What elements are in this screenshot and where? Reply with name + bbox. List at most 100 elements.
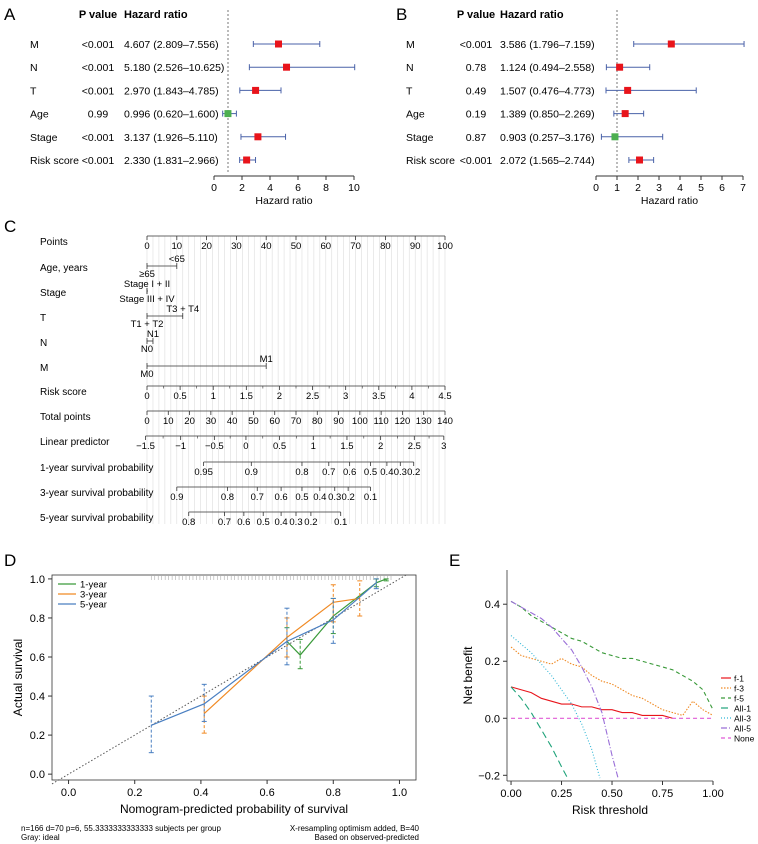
scale-tick-label: 0.8 [182,517,195,528]
x-tick-label: 6 [719,182,725,194]
scale-tick-label: 0.7 [218,517,231,528]
forest-plot-a: P value Hazard ratio M <0.001 4.607 (2.809–7… [30,9,360,207]
nomogram-row-label: Points [40,237,68,248]
nomogram-row-label: 3-year survival probability [40,488,153,499]
y-tick-label: 1.0 [30,574,45,586]
forest-plot-b: P value Hazard ratio M <0.001 3.586 (1.796–7… [406,9,746,207]
nomogram-row-label: N [40,338,47,349]
y-tick-label: 0.2 [30,730,45,742]
row-p-value: 0.49 [466,85,487,97]
scale-tick-label: 1.5 [240,391,253,402]
row-p-value: <0.001 [82,39,115,51]
scale-tick-label: 0.3 [289,517,302,528]
footer-text: Based on observed-predicted [314,833,419,842]
category-label-below: M0 [140,369,153,380]
panel-letter-b: B [396,5,407,24]
scale-tick-label: 0.8 [295,467,308,478]
scale-tick-label: 130 [416,416,432,427]
scale-tick-label: 50 [291,241,302,252]
scale-tick-label: 1 [211,391,216,402]
y-tick-label: 0.4 [30,691,45,703]
scale-tick-label: 0.95 [194,467,213,478]
scale-tick-label: 0.1 [334,517,347,528]
category-label-above: <65 [169,254,185,265]
scale-tick-label: 2.5 [306,391,319,402]
scale-tick-label: −1 [175,441,186,452]
scale-tick-label: 3.5 [372,391,385,402]
scale-tick-label: 1.5 [340,441,353,452]
x-tick-label: 0 [211,182,217,194]
x-axis-label: Nomogram-predicted probability of surviv… [120,802,348,816]
category-label-above: T3 + T4 [166,304,199,315]
row-label: Risk score [406,155,455,167]
scale-tick-label: 0.2 [407,467,420,478]
scale-tick-label: 80 [312,416,323,427]
scale-tick-label: 10 [172,241,183,252]
scale-tick-label: 0.4 [313,492,326,503]
x-tick-label: 10 [348,182,360,194]
scale-tick-label: 0.2 [304,517,317,528]
legend-label: None [734,734,755,744]
x-tick-label: 0.6 [259,787,274,799]
scale-tick-label: 4.5 [438,391,451,402]
scale-tick-label: 0.1 [364,492,377,503]
y-tick-label: 0.0 [485,713,500,725]
category-label-above: M1 [260,354,273,365]
legend-label: All-1 [734,704,751,714]
scale-tick-label: 1 [311,441,316,452]
scale-tick-label: 0.5 [257,517,270,528]
category-label-below: T1 + T2 [131,319,164,330]
scale-tick-label: 0.5 [295,492,308,503]
y-tick-label: 0.4 [485,599,500,611]
x-tick-label: 8 [323,182,329,194]
nomogram-row-label: Total points [40,412,91,423]
row-hazard-ratio: 2.072 (1.565–2.744) [500,155,595,167]
row-p-value: <0.001 [82,132,115,144]
scale-tick-label: 0.3 [328,492,341,503]
scale-tick-label: 0.9 [245,467,258,478]
nomogram-row-label: 1-year survival probability [40,463,153,474]
row-hazard-ratio: 2.970 (1.843–4.785) [124,85,219,97]
scale-tick-label: 2 [277,391,282,402]
y-axis-label: Net benefit [461,646,475,705]
calibration-plot: 0.0 0.2 0.4 0.6 0.8 1.0 0.0 0.2 0.4 0.6 0.8 1.0 Nomo… [11,574,420,842]
row-hazard-ratio: 3.137 (1.926–5.110) [124,132,218,144]
hr-point [274,40,282,48]
scale-tick-label: 0.8 [221,492,234,503]
scale-tick-label: 140 [437,416,453,427]
scale-tick-label: 0 [144,241,149,252]
scale-tick-label: 0.5 [173,391,186,402]
scale-tick-label: 30 [231,241,242,252]
scale-tick-label: 80 [380,241,391,252]
scale-tick-label: 2.5 [408,441,421,452]
x-tick-label: 0.0 [61,787,76,799]
scale-tick-label: −0.5 [205,441,224,452]
row-label: M [30,39,39,51]
scale-tick-label: 50 [248,416,259,427]
category-label-above: N1 [147,329,159,340]
x-tick-label: 2 [635,182,641,194]
row-p-value: <0.001 [460,39,493,51]
row-label: N [406,62,414,74]
row-p-value: <0.001 [82,62,115,74]
row-hazard-ratio: 4.607 (2.809–7.556) [124,39,219,51]
x-tick-label: 0 [593,182,599,194]
scale-tick-label: 0.6 [274,492,287,503]
scale-tick-label: −1.5 [136,441,155,452]
scale-tick-label: 0 [144,391,149,402]
x-tick-label: 1.00 [702,788,723,800]
hr-point [636,156,644,164]
scale-tick-label: 70 [291,416,302,427]
panel-letter-d: D [4,551,16,570]
row-hazard-ratio: 3.586 (1.796–7.159) [500,39,595,51]
net-benefit-curve-f-1 [510,686,673,719]
scale-tick-label: 70 [350,241,361,252]
scale-tick-label: 30 [206,416,217,427]
x-tick-label: 0.8 [326,787,341,799]
x-tick-label: 3 [656,182,662,194]
category-label-below: ≥65 [139,269,155,280]
footer-text: n=166 d=70 p=6, 55.3333333333333 subject… [21,824,222,833]
x-tick-label: 1.0 [392,787,407,799]
hr-point [611,133,619,141]
